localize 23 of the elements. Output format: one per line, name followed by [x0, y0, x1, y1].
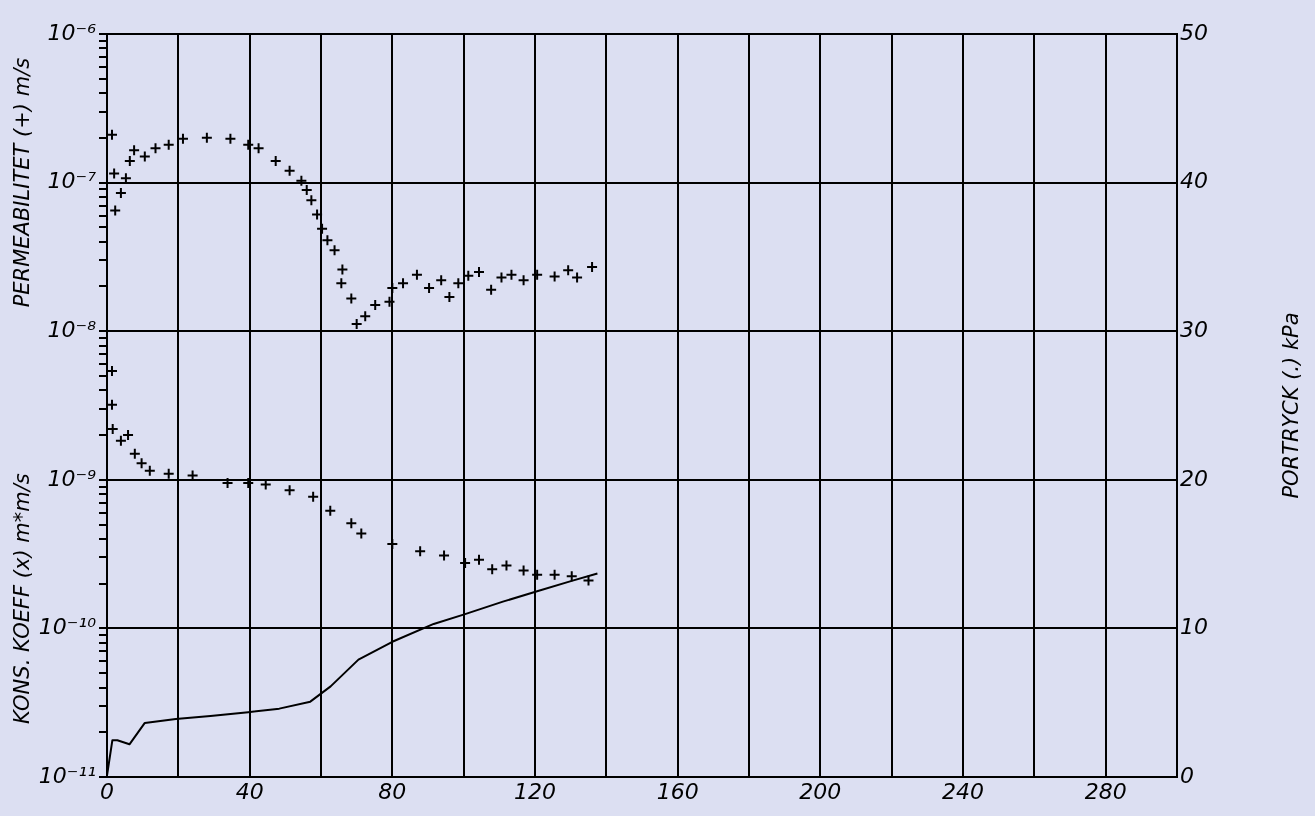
- x-tick-label: 80: [378, 778, 407, 804]
- y-tick-label: 10⁻⁹: [47, 465, 97, 491]
- y2-tick-label: 50: [1180, 19, 1208, 45]
- y2-tick-label: 40: [1180, 168, 1208, 194]
- y2-tick-label: 30: [1180, 316, 1208, 342]
- x-tick-label: 240: [942, 778, 984, 804]
- y-tick-label: 10⁻⁸: [47, 316, 97, 342]
- y-tick-label: 10⁻¹⁰: [38, 614, 97, 640]
- y-axis-title: KONS. KOEFF (x) m*m/s: [10, 473, 35, 725]
- x-tick-label: 160: [656, 778, 699, 804]
- y2-tick-label: 10: [1180, 614, 1208, 640]
- y-tick-label: 10⁻¹¹: [38, 762, 96, 788]
- y2-axis-title: PORTRYCK (.) kPa: [1279, 312, 1304, 499]
- x-tick-label: 280: [1084, 778, 1127, 804]
- x-tick-label: 0: [100, 778, 114, 804]
- x-tick-label: 40: [235, 778, 264, 804]
- x-tick-label: 200: [799, 778, 842, 804]
- text: PERMEABILITET (+) m/s: [10, 57, 35, 308]
- y-tick-label: 10⁻⁶: [47, 19, 97, 45]
- y2-tick-label: 20: [1180, 465, 1208, 491]
- y-tick-label: 10⁻⁷: [47, 168, 97, 194]
- y2-tick-label: 0: [1180, 762, 1194, 788]
- x-tick-label: 120: [514, 778, 556, 804]
